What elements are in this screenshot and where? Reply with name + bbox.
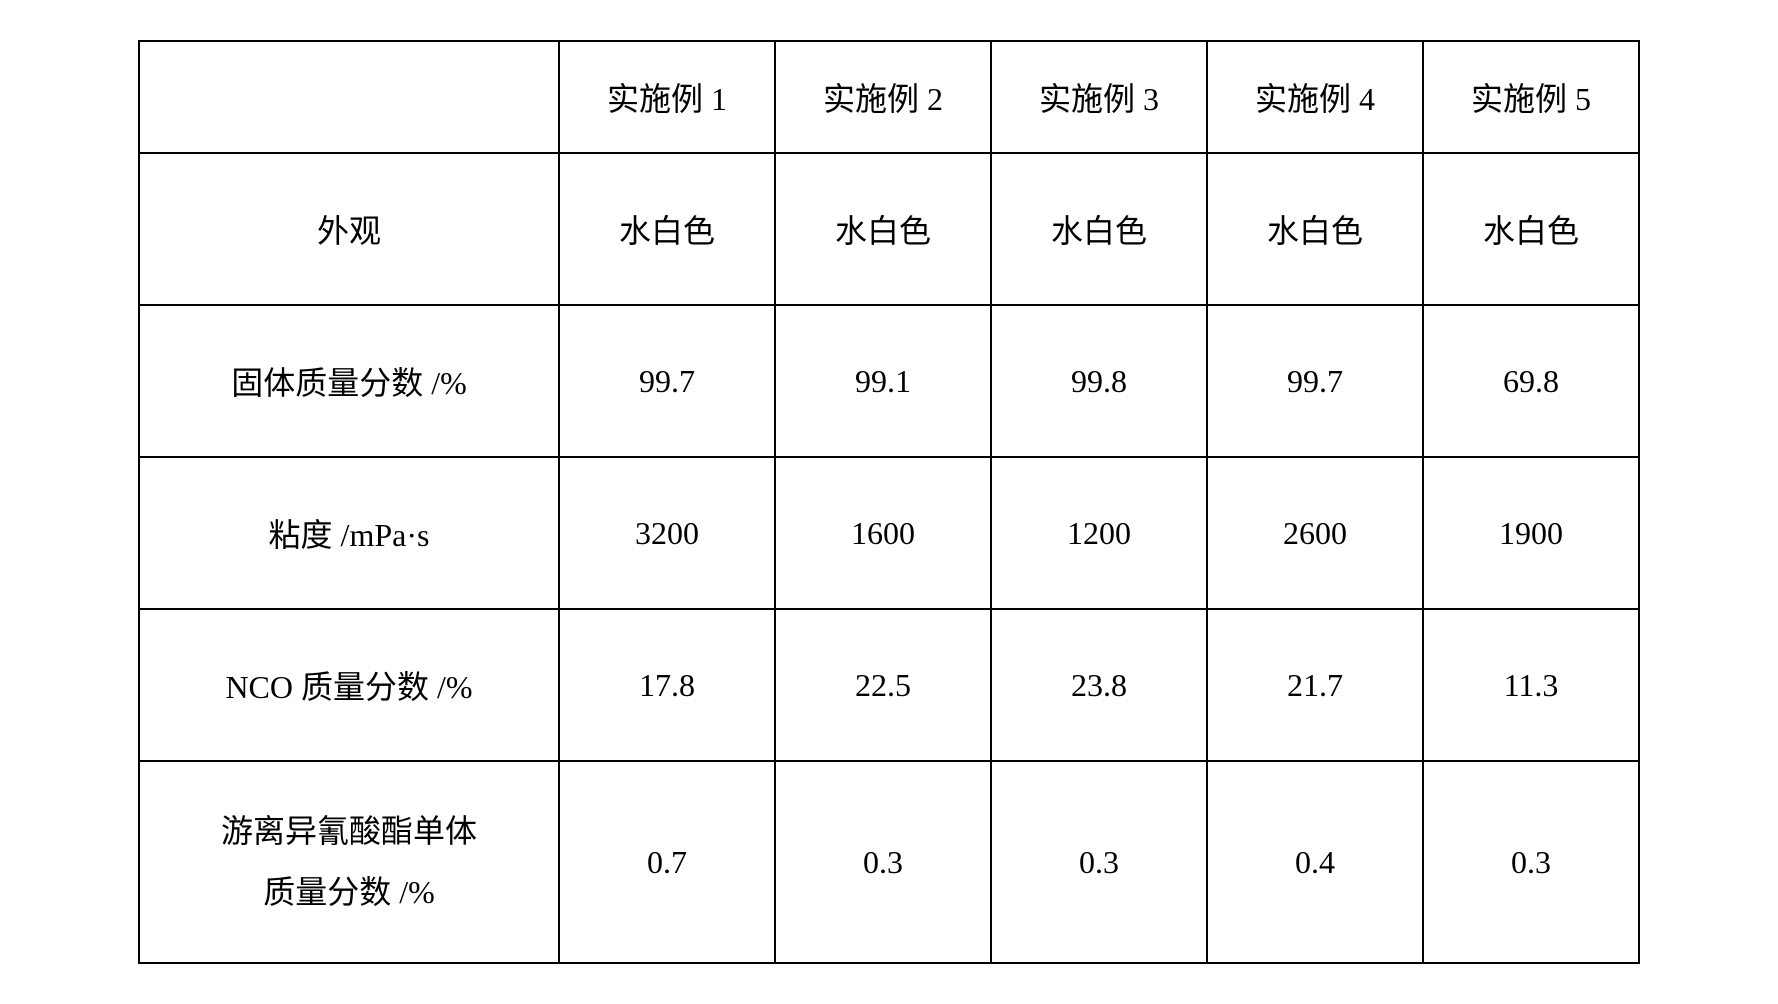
- data-cell: 水白色: [559, 153, 775, 305]
- data-cell: 0.3: [1423, 761, 1639, 963]
- table-row: 外观 水白色 水白色 水白色 水白色 水白色: [139, 153, 1639, 305]
- table-header-row: 实施例 1 实施例 2 实施例 3 实施例 4 实施例 5: [139, 41, 1639, 153]
- table-row: 游离异氰酸酯单体 质量分数 /% 0.7 0.3 0.3 0.4 0.3: [139, 761, 1639, 963]
- header-cell: 实施例 2: [775, 41, 991, 153]
- data-cell: 0.3: [991, 761, 1207, 963]
- data-cell: 1600: [775, 457, 991, 609]
- header-cell: 实施例 4: [1207, 41, 1423, 153]
- row-label: 粘度 /mPa·s: [139, 457, 559, 609]
- row-label: 外观: [139, 153, 559, 305]
- data-cell: 0.3: [775, 761, 991, 963]
- row-label-line1: 游离异氰酸酯单体: [221, 813, 477, 849]
- data-cell: 99.8: [991, 305, 1207, 457]
- data-cell: 22.5: [775, 609, 991, 761]
- table-row: NCO 质量分数 /% 17.8 22.5 23.8 21.7 11.3: [139, 609, 1639, 761]
- data-cell: 21.7: [1207, 609, 1423, 761]
- data-table: 实施例 1 实施例 2 实施例 3 实施例 4 实施例 5 外观 水白色 水白色…: [138, 40, 1640, 964]
- header-cell: 实施例 1: [559, 41, 775, 153]
- row-label: NCO 质量分数 /%: [139, 609, 559, 761]
- data-cell: 23.8: [991, 609, 1207, 761]
- data-cell: 1900: [1423, 457, 1639, 609]
- data-cell: 水白色: [1207, 153, 1423, 305]
- data-cell: 99.1: [775, 305, 991, 457]
- data-cell: 0.4: [1207, 761, 1423, 963]
- data-cell: 11.3: [1423, 609, 1639, 761]
- data-cell: 99.7: [559, 305, 775, 457]
- data-cell: 0.7: [559, 761, 775, 963]
- header-cell: 实施例 3: [991, 41, 1207, 153]
- data-cell: 99.7: [1207, 305, 1423, 457]
- header-cell-blank: [139, 41, 559, 153]
- data-cell: 水白色: [1423, 153, 1639, 305]
- data-cell: 水白色: [991, 153, 1207, 305]
- data-cell: 2600: [1207, 457, 1423, 609]
- row-label: 游离异氰酸酯单体 质量分数 /%: [139, 761, 559, 963]
- data-cell: 水白色: [775, 153, 991, 305]
- data-cell: 69.8: [1423, 305, 1639, 457]
- row-label-line2: 质量分数 /%: [263, 874, 435, 910]
- data-cell: 1200: [991, 457, 1207, 609]
- header-cell: 实施例 5: [1423, 41, 1639, 153]
- table-row: 粘度 /mPa·s 3200 1600 1200 2600 1900: [139, 457, 1639, 609]
- row-label: 固体质量分数 /%: [139, 305, 559, 457]
- data-cell: 17.8: [559, 609, 775, 761]
- table-row: 固体质量分数 /% 99.7 99.1 99.8 99.7 69.8: [139, 305, 1639, 457]
- data-cell: 3200: [559, 457, 775, 609]
